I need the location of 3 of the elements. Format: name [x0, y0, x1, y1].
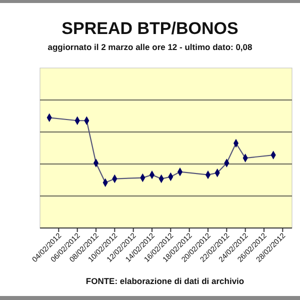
chart-title: SPREAD BTP/BONOS: [62, 19, 238, 38]
source-note: FONTE: elaborazione di dati di archivio: [86, 276, 244, 286]
chart-subtitle: aggiornato il 2 marzo alle ore 12 - ultimo dato: 0,08: [48, 42, 253, 52]
